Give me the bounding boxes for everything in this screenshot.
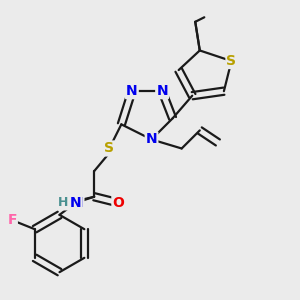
- Text: N: N: [156, 84, 168, 98]
- Text: N: N: [70, 196, 81, 210]
- Text: N: N: [146, 132, 157, 146]
- Text: S: S: [226, 54, 236, 68]
- Text: N: N: [72, 196, 83, 210]
- Text: O: O: [112, 196, 124, 210]
- Text: N: N: [126, 84, 138, 98]
- Text: F: F: [7, 213, 17, 227]
- Text: H: H: [58, 196, 69, 209]
- Text: S: S: [104, 142, 114, 155]
- Text: H: H: [63, 196, 74, 209]
